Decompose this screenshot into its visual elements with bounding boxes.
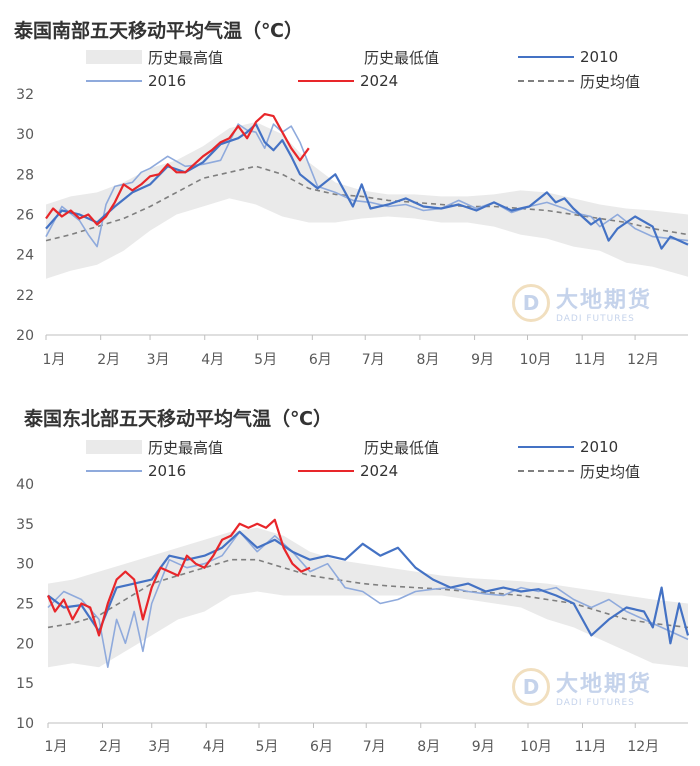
- legend-swatch: [86, 470, 142, 472]
- x-tick-label: 8月: [417, 739, 440, 755]
- x-tick-label: 2月: [97, 352, 120, 368]
- series-line-2010: [45, 122, 689, 250]
- legend-label: 2024: [360, 72, 399, 90]
- x-tick-label: 7月: [362, 352, 385, 368]
- x-tick-label: 2月: [99, 739, 122, 755]
- legend-item-2024: 2024: [298, 70, 398, 92]
- legend-item-hist-mean: 历史均值: [518, 460, 640, 482]
- x-tick-label: 4月: [203, 739, 226, 755]
- chart-plot-area: 20 22 24 26 28 30 32 1月 2月 3月 4月 5月 6月 7月 8月 9月 10月 11月 12…: [16, 87, 689, 368]
- legend: 历史最高值 历史最低值 2010 2016 2024 历史均值: [0, 432, 700, 484]
- legend-swatch: [86, 50, 142, 64]
- x-tick-label: 1月: [43, 352, 66, 368]
- legend-label: 2010: [580, 48, 619, 66]
- x-tick-label: 10月: [520, 352, 552, 368]
- x-tick-label: 6月: [310, 739, 333, 755]
- legend-label: 历史最低值: [364, 438, 440, 457]
- y-tick-label: 30: [16, 127, 34, 143]
- series-line-2016: [45, 123, 689, 248]
- x-tick-label: 1月: [45, 739, 68, 755]
- legend-item-2024: 2024: [298, 460, 398, 482]
- x-tick-label: 11月: [574, 352, 606, 368]
- legend-swatch: [86, 80, 142, 82]
- x-tick-label: 6月: [309, 352, 332, 368]
- legend-item-hist-min: 历史最低值: [358, 436, 439, 458]
- watermark-text: 大地期货: [556, 288, 653, 313]
- x-tick-label: 5月: [254, 352, 277, 368]
- legend-swatch: [518, 446, 574, 448]
- watermark: D 大地期货 DADI FUTURES: [512, 666, 652, 708]
- watermark-subtext: DADI FUTURES: [556, 314, 635, 324]
- legend-label: 2016: [148, 462, 187, 480]
- series-line-2016: [47, 531, 689, 669]
- legend-label: 历史最高值: [148, 438, 224, 457]
- series-line-2024: [46, 518, 311, 637]
- legend-label: 历史最高值: [148, 48, 224, 67]
- chart-title: 泰国南部五天移动平均气温（℃）: [14, 20, 304, 42]
- legend-label: 2016: [148, 72, 187, 90]
- series-line-2024: [45, 112, 310, 226]
- legend-swatch: [86, 440, 142, 454]
- legend-label: 历史均值: [580, 462, 641, 481]
- x-tick-label: 11月: [575, 739, 607, 755]
- y-tick-label: 22: [16, 288, 34, 304]
- legend-item-hist-max: 历史最高值: [86, 46, 223, 68]
- chart-title: 泰国东北部五天移动平均气温（℃）: [24, 408, 333, 430]
- legend-swatch: [298, 470, 354, 472]
- chart-panel-south: 泰国南部五天移动平均气温（℃） 历史最高值 历史最低值 2010 2016 20…: [0, 20, 700, 368]
- y-tick-label: 20: [16, 636, 34, 652]
- y-tick-label: 32: [16, 87, 34, 103]
- series-line-hist-mean: [45, 165, 689, 242]
- x-tick-label: 3月: [148, 739, 171, 755]
- watermark-logo-icon: D: [512, 284, 550, 322]
- y-tick-label: 25: [16, 597, 34, 613]
- y-tick-label: 24: [16, 248, 34, 264]
- legend-label: 历史最低值: [364, 48, 440, 67]
- x-tick-label: 7月: [363, 739, 386, 755]
- x-tick-label: 10月: [520, 739, 552, 755]
- chart-plot-area: 10 15 20 25 30 35 40 1月 2月 3月 4月 5月 6月 7月 8月 9月 10月 11月 12…: [16, 477, 690, 755]
- chart-panel-northeast: 泰国东北部五天移动平均气温（℃） 历史最高值 历史最低值 2010 2016 2…: [0, 390, 700, 766]
- x-tick-label: 12月: [627, 739, 659, 755]
- y-tick-label: 35: [16, 517, 34, 533]
- legend-item-2016: 2016: [86, 70, 186, 92]
- legend: 历史最高值 历史最低值 2010 2016 2024 历史均值: [0, 42, 700, 94]
- x-tick-label: 9月: [471, 352, 494, 368]
- watermark: D 大地期货 DADI FUTURES: [512, 282, 652, 324]
- legend-item-hist-mean: 历史均值: [518, 70, 640, 92]
- y-tick-label: 10: [16, 716, 34, 732]
- x-tick-label: 9月: [472, 739, 495, 755]
- legend-item-hist-min: 历史最低值: [358, 46, 439, 68]
- legend-label: 历史均值: [580, 72, 641, 91]
- y-tick-label: 30: [16, 557, 34, 573]
- legend-item-2016: 2016: [86, 460, 186, 482]
- legend-label: 2024: [360, 462, 399, 480]
- legend-label: 2010: [580, 438, 619, 456]
- x-tick-label: 8月: [416, 352, 439, 368]
- legend-item-hist-max: 历史最高值: [86, 436, 223, 458]
- legend-item-2010: 2010: [518, 46, 618, 68]
- y-tick-label: 28: [16, 167, 34, 183]
- x-tick-label: 4月: [201, 352, 224, 368]
- watermark-subtext: DADI FUTURES: [556, 698, 635, 708]
- y-tick-label: 15: [16, 676, 34, 692]
- legend-swatch: [298, 80, 354, 82]
- legend-swatch: [518, 80, 574, 82]
- legend-item-2010: 2010: [518, 436, 618, 458]
- legend-swatch: [518, 470, 574, 472]
- x-tick-label: 3月: [147, 352, 170, 368]
- y-tick-label: 40: [16, 477, 34, 493]
- x-tick-label: 12月: [627, 352, 659, 368]
- y-tick-label: 20: [16, 328, 34, 344]
- watermark-logo-icon: D: [512, 668, 550, 706]
- legend-swatch: [518, 56, 574, 58]
- watermark-text: 大地期货: [556, 672, 653, 697]
- x-tick-label: 5月: [256, 739, 279, 755]
- y-tick-label: 26: [16, 208, 34, 224]
